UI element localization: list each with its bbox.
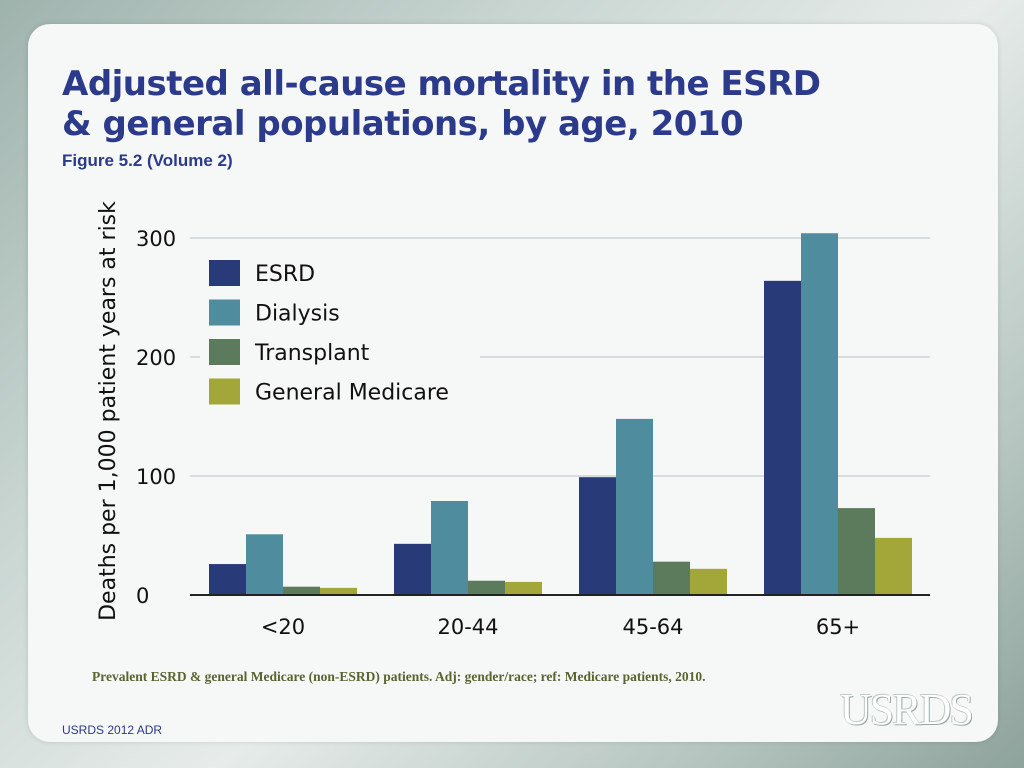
bar-general-medicare-2 [690,568,727,595]
legend-box [200,250,480,412]
x-tick-label-2: 45-64 [622,615,683,639]
legend-label-3: General Medicare [255,381,449,406]
slide-title-line-1: Adjusted all-cause mortality in the ESRD [62,64,821,104]
legend-swatch-3 [209,378,240,405]
slide-title: Adjusted all-cause mortality in the ESRD… [62,64,821,144]
chart-footnote: Prevalent ESRD & general Medicare (non-E… [92,669,706,684]
legend-swatch-1 [209,299,240,326]
y-tick-label-100: 100 [136,465,176,489]
bar-dialysis-2 [616,418,653,595]
bar-esrd-1 [394,543,431,595]
y-axis-title: Deaths per 1,000 patient years at risk [96,201,121,621]
bar-dialysis-0 [246,534,283,595]
legend-label-0: ESRD [255,262,315,287]
x-tick-label-3: 65+ [816,615,860,639]
bar-esrd-0 [209,564,246,595]
bar-transplant-0 [283,586,320,595]
usrds-logo: USRDS [840,685,974,734]
bar-general-medicare-0 [320,587,357,595]
slide-title-line-2: & general populations, by age, 2010 [62,104,744,144]
legend-label-2: Transplant [254,341,370,366]
legend-label-1: Dialysis [255,302,340,327]
bar-dialysis-3 [801,233,838,596]
bar-esrd-2 [579,477,616,595]
bar-transplant-3 [838,508,875,595]
bar-esrd-3 [764,280,801,595]
bar-transplant-1 [468,580,505,595]
y-tick-label-200: 200 [136,346,176,370]
x-tick-label-1: 20-44 [437,615,498,639]
figure-subtitle: Figure 5.2 (Volume 2) [62,151,233,170]
footer-source: USRDS 2012 ADR [62,723,163,737]
bar-dialysis-1 [431,500,468,595]
legend-swatch-2 [209,339,240,365]
legend-swatch-0 [209,260,240,286]
bar-general-medicare-3 [875,537,912,595]
x-tick-label-0: <20 [261,615,305,639]
y-tick-label-300: 300 [136,227,176,251]
bar-general-medicare-1 [505,581,542,595]
bar-transplant-2 [653,561,690,595]
y-tick-label-0: 0 [136,584,149,608]
